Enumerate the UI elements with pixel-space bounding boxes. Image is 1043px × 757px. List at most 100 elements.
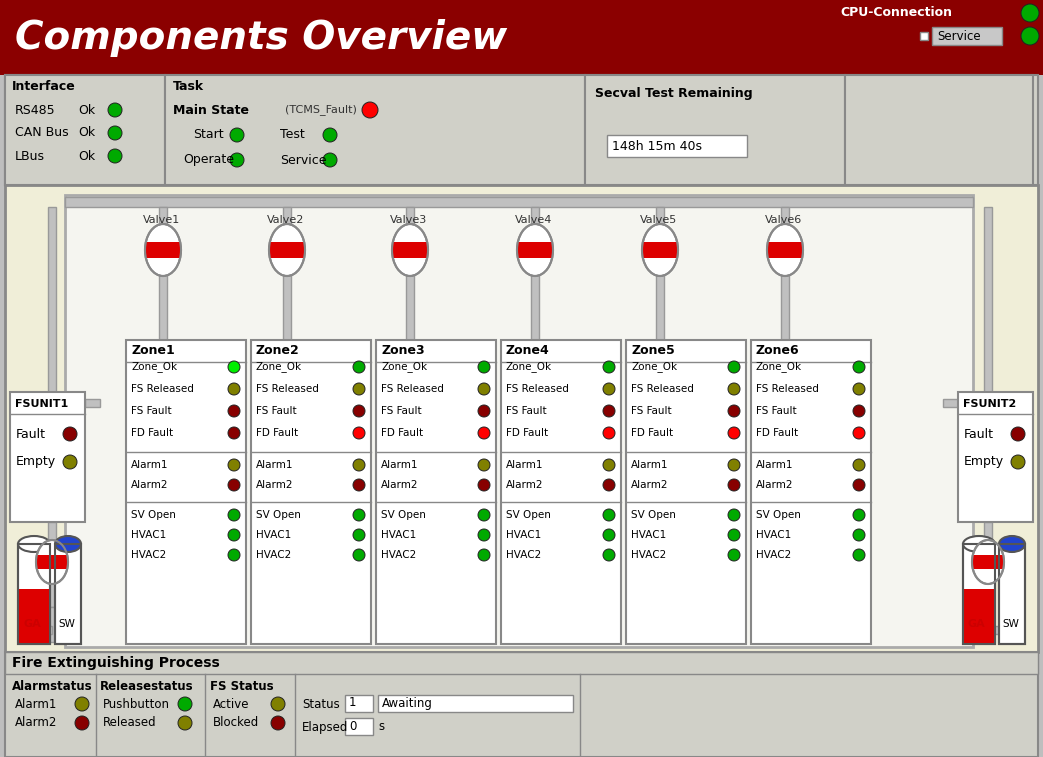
Bar (5, 75, 1038, 185)
Bar (656, 207, 664, 497)
Bar (959, 392, 1033, 522)
Text: Alarm1: Alarm1 (631, 460, 669, 470)
Text: FS Released: FS Released (381, 384, 444, 394)
Bar (84, 399, 100, 407)
Text: Alarm1: Alarm1 (381, 460, 418, 470)
Circle shape (323, 128, 337, 142)
Text: HVAC1: HVAC1 (131, 530, 166, 540)
Text: HVAC2: HVAC2 (506, 550, 541, 560)
Bar (65, 197, 973, 207)
Bar (18, 589, 50, 644)
Text: Alarm2: Alarm2 (381, 480, 418, 490)
Text: Active: Active (213, 697, 249, 711)
Text: SV Open: SV Open (506, 510, 551, 520)
Circle shape (853, 361, 865, 373)
Text: Main State: Main State (173, 104, 249, 117)
Bar (642, 242, 678, 258)
Circle shape (853, 459, 865, 471)
Text: HVAC1: HVAC1 (631, 530, 666, 540)
Text: Alarm2: Alarm2 (15, 716, 57, 730)
Bar (165, 75, 585, 185)
Circle shape (478, 405, 490, 417)
Circle shape (1011, 455, 1025, 469)
Text: Ok: Ok (78, 126, 95, 139)
Circle shape (353, 479, 365, 491)
Circle shape (603, 549, 615, 561)
Text: Zone5: Zone5 (631, 344, 675, 357)
Circle shape (75, 716, 89, 730)
Circle shape (603, 427, 615, 439)
Circle shape (63, 427, 77, 441)
Text: Fire Extinguishing Process: Fire Extinguishing Process (13, 656, 220, 670)
Text: FD Fault: FD Fault (381, 428, 423, 438)
Circle shape (728, 549, 739, 561)
Circle shape (478, 383, 490, 395)
Text: Fault: Fault (16, 428, 46, 441)
Bar (920, 32, 928, 40)
Text: Zone6: Zone6 (756, 344, 800, 357)
Bar (984, 207, 992, 392)
Text: HVAC2: HVAC2 (756, 550, 792, 560)
Bar (375, 340, 496, 644)
Text: Awaiting: Awaiting (382, 696, 433, 709)
Text: Alarm2: Alarm2 (756, 480, 794, 490)
Text: CPU-Connection: CPU-Connection (840, 7, 952, 20)
Circle shape (478, 529, 490, 541)
Circle shape (353, 459, 365, 471)
Text: Alarm1: Alarm1 (506, 460, 543, 470)
Text: HVAC2: HVAC2 (631, 550, 666, 560)
Bar (0, 0, 1043, 75)
Circle shape (362, 102, 378, 118)
Text: LBus: LBus (15, 149, 45, 163)
Circle shape (603, 509, 615, 521)
Circle shape (108, 103, 122, 117)
Text: SV Open: SV Open (131, 510, 176, 520)
Text: Ok: Ok (78, 149, 95, 163)
Text: FD Fault: FD Fault (256, 428, 298, 438)
Text: FS Fault: FS Fault (256, 406, 296, 416)
Bar (5, 75, 165, 185)
Circle shape (228, 549, 240, 561)
Circle shape (178, 716, 192, 730)
Text: Elapsed: Elapsed (302, 721, 348, 734)
Text: Service: Service (937, 30, 980, 42)
Circle shape (228, 383, 240, 395)
Circle shape (853, 529, 865, 541)
Text: Start: Start (193, 129, 223, 142)
Text: FS Fault: FS Fault (381, 406, 421, 416)
Text: SV Open: SV Open (256, 510, 300, 520)
Bar (963, 544, 995, 644)
Circle shape (228, 509, 240, 521)
Circle shape (323, 153, 337, 167)
Circle shape (728, 427, 739, 439)
Bar (845, 75, 1033, 185)
Text: FD Fault: FD Fault (631, 428, 673, 438)
Text: s: s (378, 719, 384, 733)
Bar (48, 522, 56, 607)
Bar (751, 340, 871, 644)
Bar (65, 195, 973, 647)
Text: Zone_Ok: Zone_Ok (381, 362, 428, 372)
Text: FS Fault: FS Fault (756, 406, 797, 416)
Text: Valve1: Valve1 (143, 215, 180, 225)
Text: GA: GA (23, 619, 41, 629)
Circle shape (603, 529, 615, 541)
Circle shape (478, 459, 490, 471)
Ellipse shape (972, 540, 1004, 584)
Circle shape (228, 529, 240, 541)
Bar (345, 695, 373, 712)
Circle shape (478, 361, 490, 373)
Text: FD Fault: FD Fault (506, 428, 549, 438)
Text: Test: Test (280, 129, 305, 142)
Text: FD Fault: FD Fault (756, 428, 798, 438)
Text: FS Status: FS Status (210, 681, 273, 693)
Circle shape (228, 361, 240, 373)
Circle shape (271, 697, 285, 711)
Text: Valve6: Valve6 (765, 215, 802, 225)
Text: Alarm2: Alarm2 (256, 480, 293, 490)
Bar (392, 242, 428, 258)
Circle shape (228, 405, 240, 417)
Bar (972, 555, 1004, 569)
Bar (984, 607, 992, 642)
Bar (999, 544, 1025, 644)
